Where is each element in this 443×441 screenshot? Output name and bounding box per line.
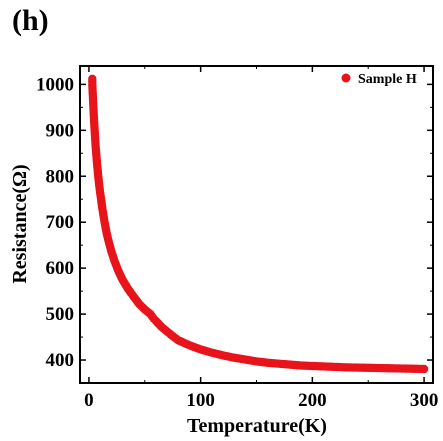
data-points (88, 74, 429, 374)
y-tick-label: 500 (46, 304, 75, 325)
panel-label: (h) (12, 4, 49, 37)
x-tick-label: 200 (298, 390, 327, 411)
y-tick-label: 900 (46, 120, 75, 141)
y-tick-label: 600 (46, 258, 75, 279)
legend: Sample H (341, 72, 417, 87)
legend-label: Sample H (358, 72, 417, 87)
axis-ticks (80, 66, 433, 383)
y-tick-label: 1000 (36, 74, 74, 95)
y-axis-label: Resistance(Ω) (9, 164, 31, 283)
y-tick-label: 800 (46, 166, 75, 187)
y-tick-label: 400 (46, 350, 75, 371)
x-tick-label: 100 (186, 390, 215, 411)
x-tick-label: 0 (84, 390, 94, 411)
plot-frame (79, 65, 434, 384)
x-tick-label: 300 (410, 390, 439, 411)
x-axis-label: Temperature(K) (187, 415, 327, 437)
data-point (419, 364, 429, 374)
y-tick-label: 700 (46, 212, 75, 233)
tick-labels: 0 100 200 300 400 500 600 700 800 900 1000 (36, 74, 438, 411)
legend-marker (341, 73, 351, 83)
